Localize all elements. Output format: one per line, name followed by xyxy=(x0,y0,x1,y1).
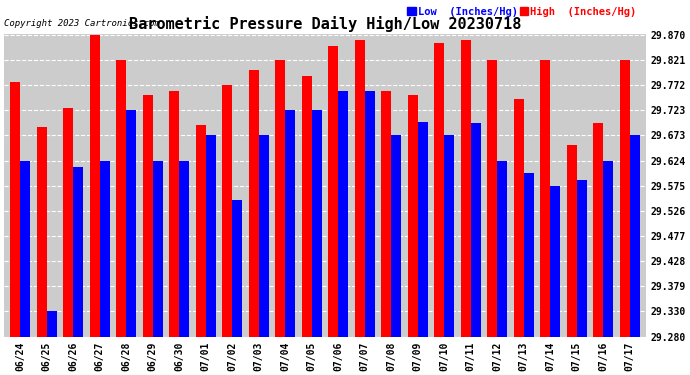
Bar xyxy=(540,60,551,337)
Bar xyxy=(99,160,110,337)
Bar xyxy=(513,99,524,337)
Bar xyxy=(620,60,630,337)
Bar xyxy=(577,180,587,337)
Bar xyxy=(63,108,73,337)
Bar xyxy=(338,91,348,337)
Bar xyxy=(487,60,497,337)
Bar xyxy=(275,60,285,337)
Bar xyxy=(47,311,57,337)
Bar xyxy=(328,46,338,337)
Bar xyxy=(444,135,454,337)
Bar xyxy=(37,127,47,337)
Bar xyxy=(116,60,126,337)
Bar xyxy=(206,135,216,337)
Bar xyxy=(169,91,179,337)
Bar xyxy=(179,160,189,337)
Bar xyxy=(259,135,268,337)
Bar xyxy=(365,91,375,337)
Title: Barometric Pressure Daily High/Low 20230718: Barometric Pressure Daily High/Low 20230… xyxy=(129,16,521,33)
Bar xyxy=(248,70,259,337)
Bar xyxy=(524,173,534,337)
Bar xyxy=(434,43,444,337)
Bar xyxy=(461,40,471,337)
Legend: Low  (Inches/Hg), High  (Inches/Hg): Low (Inches/Hg), High (Inches/Hg) xyxy=(403,3,640,21)
Bar xyxy=(391,135,402,337)
Bar xyxy=(551,186,560,337)
Bar xyxy=(126,110,136,337)
Bar xyxy=(20,160,30,337)
Text: Copyright 2023 Cartronics.com: Copyright 2023 Cartronics.com xyxy=(4,18,160,27)
Bar xyxy=(232,201,242,337)
Bar xyxy=(381,91,391,337)
Bar xyxy=(355,40,365,337)
Bar xyxy=(312,110,322,337)
Bar xyxy=(73,166,83,337)
Bar xyxy=(152,160,163,337)
Bar xyxy=(90,34,99,337)
Bar xyxy=(417,122,428,337)
Bar xyxy=(630,135,640,337)
Bar xyxy=(471,123,481,337)
Bar xyxy=(603,160,613,337)
Bar xyxy=(408,95,417,337)
Bar xyxy=(566,145,577,337)
Bar xyxy=(10,82,20,337)
Bar xyxy=(302,76,312,337)
Bar xyxy=(497,160,507,337)
Bar xyxy=(285,110,295,337)
Bar xyxy=(143,95,152,337)
Bar xyxy=(593,123,603,337)
Bar xyxy=(222,85,232,337)
Bar xyxy=(195,125,206,337)
